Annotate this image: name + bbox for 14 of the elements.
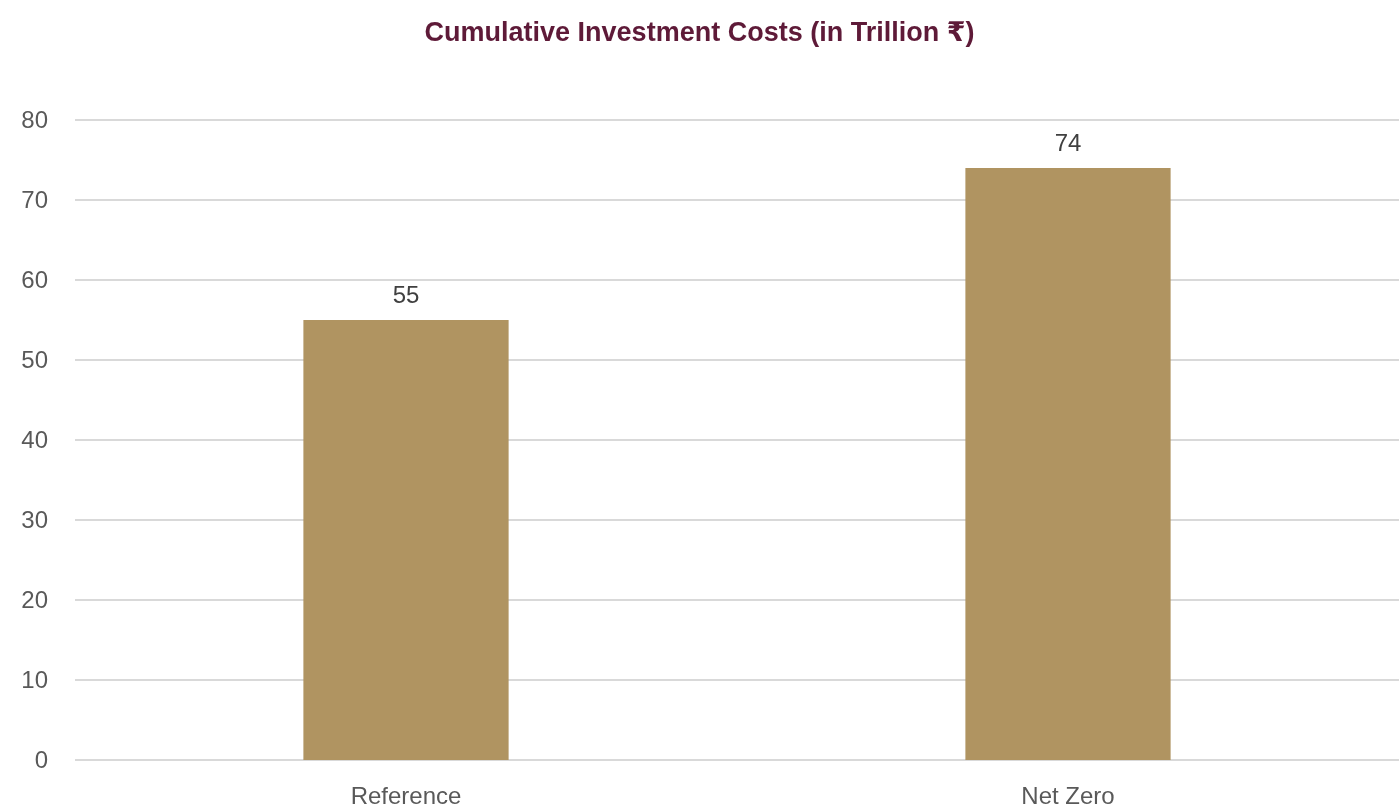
y-tick-label: 60 [21, 266, 48, 294]
x-tick-label: Net Zero [1021, 782, 1115, 809]
data-label: 74 [1054, 129, 1082, 156]
data-label: 55 [392, 281, 420, 308]
chart-title: Cumulative Investment Costs (in Trillion ₹) [424, 17, 975, 47]
y-tick-label: 10 [21, 666, 48, 694]
y-tick-label: 0 [34, 746, 48, 774]
y-tick-label: 50 [21, 346, 48, 374]
x-tick-label: Reference [350, 782, 462, 809]
y-tick-label: 30 [21, 506, 48, 534]
y-tick-label: 70 [21, 186, 48, 214]
y-tick-label: 20 [21, 586, 48, 614]
y-tick-label: 40 [21, 426, 48, 454]
y-tick-label: 80 [21, 106, 48, 134]
